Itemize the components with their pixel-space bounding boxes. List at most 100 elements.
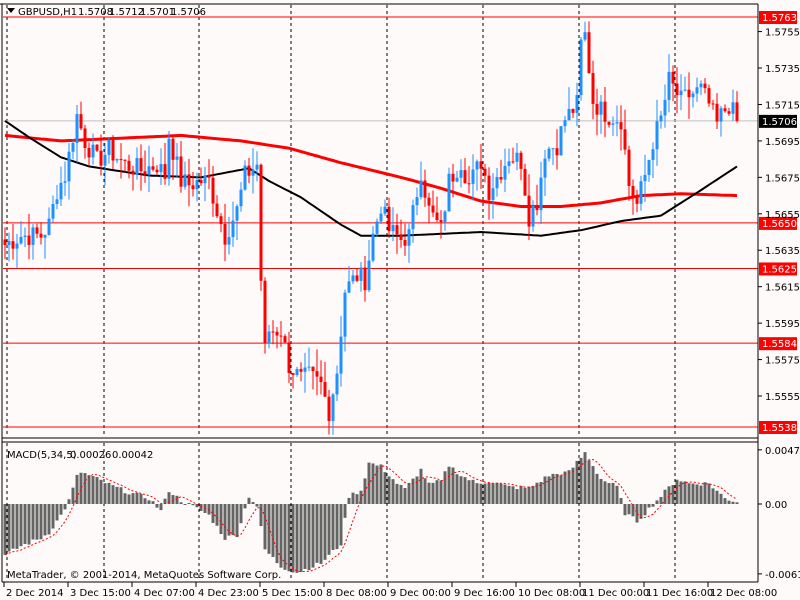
macd-histogram-bar (231, 504, 235, 536)
bearish-candle (327, 396, 331, 422)
bullish-candle (331, 394, 335, 422)
bullish-candle (267, 331, 271, 344)
bearish-candle (215, 203, 219, 217)
price-tick-label: 1.5575 (765, 356, 800, 367)
macd-histogram-bar (83, 473, 87, 504)
macd-histogram-bar (239, 504, 243, 524)
macd-histogram-bar (59, 504, 63, 515)
bullish-candle (75, 114, 79, 143)
bullish-candle (379, 213, 383, 222)
macd-histogram-bar (279, 504, 283, 568)
time-tick-label: 11 Dec 00:00 (582, 588, 649, 599)
current-price-label: 1.5706 (762, 117, 797, 128)
macd-histogram-bar (415, 476, 419, 504)
bullish-candle (135, 158, 139, 175)
macd-histogram-bar (667, 486, 671, 504)
bullish-candle (7, 241, 11, 245)
bullish-candle (539, 177, 543, 211)
bearish-candle (171, 138, 175, 160)
time-tick-label: 5 Dec 15:00 (262, 588, 323, 599)
macd-histogram-bar (483, 483, 487, 504)
macd-histogram-bar (427, 482, 431, 504)
macd-histogram-bar (463, 477, 467, 504)
time-tick-label: 11 Dec 16:00 (646, 588, 713, 599)
macd-histogram-bar (47, 504, 51, 535)
macd-histogram-bar (571, 467, 575, 504)
bearish-candle (571, 108, 575, 113)
macd-histogram-bar (499, 483, 503, 504)
bullish-candle (359, 267, 363, 281)
macd-histogram-bar (11, 504, 15, 549)
macd-signal-line (4, 458, 738, 573)
bearish-candle (83, 128, 87, 148)
macd-histogram-bar (511, 486, 515, 504)
bullish-candle (443, 211, 447, 223)
bullish-candle (19, 236, 23, 244)
macd-histogram-bar (255, 504, 259, 507)
bullish-candle (351, 275, 355, 282)
macd-histogram-bar (51, 504, 55, 529)
time-tick-label: 12 Dec 08:00 (710, 588, 777, 599)
bearish-candle (363, 267, 367, 291)
macd-histogram-bar (731, 501, 735, 504)
macd-histogram-bar (595, 473, 599, 504)
bullish-candle (47, 218, 51, 235)
bearish-candle (635, 197, 639, 204)
bullish-candle (679, 90, 683, 96)
bearish-candle (191, 185, 195, 190)
macd-histogram-bar (515, 489, 519, 504)
macd-histogram-bar (31, 504, 35, 540)
macd-histogram-bar (95, 477, 99, 504)
bearish-candle (423, 180, 427, 198)
macd-histogram-bar (647, 504, 651, 508)
moving-averages (4, 120, 738, 237)
close-value: 1.5706 (171, 7, 206, 18)
bullish-candle (343, 292, 347, 337)
bullish-candle (611, 123, 615, 125)
macd-histogram-bar (475, 483, 479, 504)
macd-histogram-bar (315, 504, 319, 563)
bearish-candle (151, 166, 155, 170)
macd-histogram-bar (651, 504, 655, 507)
price-tick-label: 1.5655 (765, 210, 800, 221)
bearish-candle (479, 161, 483, 169)
bearish-candle (451, 173, 455, 182)
macd-histogram-bar (611, 482, 615, 504)
macd-histogram-bar (191, 504, 195, 506)
macd-histogram-bar (287, 504, 291, 572)
bearish-candle (395, 225, 399, 235)
macd-histogram-bar (519, 485, 523, 504)
bullish-candle (543, 158, 547, 178)
macd-histogram-bar (223, 504, 227, 540)
bearish-candle (631, 185, 635, 198)
time-axis: 2 Dec 2014 3 Dec 15:00 4 Dec 07:00 4 Dec 23… (3, 582, 777, 599)
macd-histogram-bar (187, 502, 191, 504)
macd-histogram-bar (111, 485, 115, 504)
macd-histogram-bar (459, 476, 463, 504)
bullish-candle (391, 225, 395, 232)
bearish-candle (39, 233, 43, 238)
macd-histogram-bar (447, 466, 451, 504)
bearish-candle (319, 376, 323, 383)
bullish-candle (559, 126, 563, 156)
macd-histogram-bar (263, 504, 267, 550)
bullish-candle (447, 173, 451, 212)
bearish-candle (675, 83, 679, 96)
macd-tick-label: -0.00613 (765, 570, 800, 581)
macd-histogram-bar (531, 485, 535, 504)
bullish-candle (551, 148, 555, 150)
bullish-candle (567, 108, 571, 121)
bearish-candle (247, 165, 251, 176)
chart-header[interactable]: GBPUSD,H1 1.5708 1.5712 1.5701 1.5706 (7, 7, 206, 18)
bearish-candle (99, 150, 103, 166)
macd-histogram-bar (155, 504, 159, 508)
bullish-candle (339, 336, 343, 374)
dropdown-triangle-icon[interactable] (7, 8, 15, 13)
macd-histogram-bar (15, 504, 19, 549)
bullish-candle (699, 83, 703, 88)
copyright-text: MetaTrader, © 2001-2014, MetaQuotes Soft… (7, 570, 281, 581)
price-tick-label: 1.5595 (765, 319, 800, 330)
macd-histogram-bar (487, 482, 491, 504)
